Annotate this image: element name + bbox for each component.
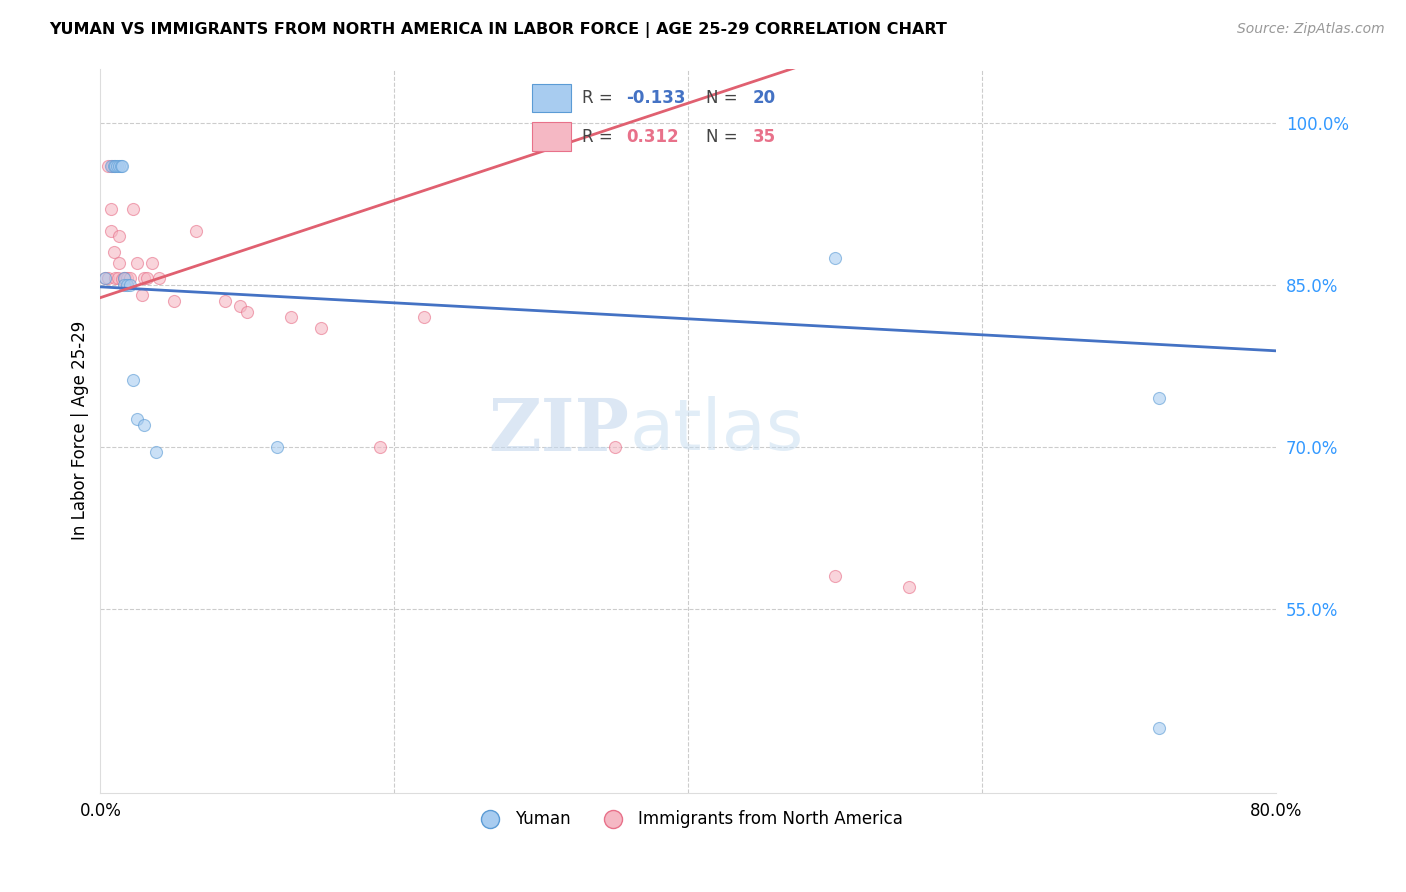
Point bbox=[131, 288, 153, 302]
Point bbox=[136, 271, 159, 285]
Point bbox=[229, 299, 252, 313]
Point bbox=[603, 440, 626, 454]
Point bbox=[104, 159, 127, 173]
Point bbox=[236, 304, 259, 318]
Point bbox=[103, 159, 125, 173]
Point bbox=[134, 271, 156, 285]
Point bbox=[141, 256, 163, 270]
Point bbox=[412, 310, 434, 324]
Point bbox=[100, 159, 122, 173]
Point bbox=[121, 373, 143, 387]
Legend: Yuman, Immigrants from North America: Yuman, Immigrants from North America bbox=[467, 804, 910, 835]
Point bbox=[100, 202, 122, 216]
Text: YUMAN VS IMMIGRANTS FROM NORTH AMERICA IN LABOR FORCE | AGE 25-29 CORRELATION CH: YUMAN VS IMMIGRANTS FROM NORTH AMERICA I… bbox=[49, 22, 948, 38]
Point bbox=[145, 445, 167, 459]
Point bbox=[897, 580, 920, 594]
Point bbox=[824, 251, 846, 265]
Point bbox=[112, 271, 135, 285]
Point bbox=[112, 271, 135, 285]
Point bbox=[111, 159, 134, 173]
Point bbox=[108, 159, 131, 173]
Point bbox=[309, 321, 332, 335]
Point bbox=[108, 229, 131, 244]
Point bbox=[94, 271, 117, 285]
Point bbox=[280, 310, 302, 324]
Point bbox=[214, 293, 236, 308]
Point bbox=[184, 224, 207, 238]
Point bbox=[368, 440, 391, 454]
Point bbox=[97, 159, 120, 173]
Point bbox=[94, 271, 117, 285]
Point bbox=[101, 159, 124, 173]
Point bbox=[105, 159, 128, 173]
Point bbox=[111, 272, 134, 286]
Point bbox=[1147, 721, 1170, 735]
Point bbox=[1147, 391, 1170, 405]
Point bbox=[121, 202, 143, 216]
Point bbox=[824, 569, 846, 583]
Point bbox=[103, 245, 125, 260]
Point bbox=[112, 277, 135, 292]
Point bbox=[163, 293, 186, 308]
Point bbox=[127, 411, 149, 425]
Point bbox=[266, 440, 288, 454]
Text: atlas: atlas bbox=[630, 396, 804, 465]
Point bbox=[115, 271, 138, 285]
Text: Source: ZipAtlas.com: Source: ZipAtlas.com bbox=[1237, 22, 1385, 37]
Point bbox=[97, 271, 120, 285]
Point bbox=[118, 271, 141, 285]
Point bbox=[148, 271, 170, 285]
Point bbox=[115, 277, 138, 292]
Point bbox=[107, 271, 129, 285]
Point bbox=[127, 256, 149, 270]
Point bbox=[134, 418, 156, 433]
Point bbox=[108, 256, 131, 270]
Point bbox=[100, 224, 122, 238]
Point bbox=[114, 271, 136, 285]
Y-axis label: In Labor Force | Age 25-29: In Labor Force | Age 25-29 bbox=[72, 321, 89, 541]
Point bbox=[104, 271, 127, 285]
Text: ZIP: ZIP bbox=[488, 395, 630, 467]
Point bbox=[118, 277, 141, 292]
Point bbox=[110, 159, 132, 173]
